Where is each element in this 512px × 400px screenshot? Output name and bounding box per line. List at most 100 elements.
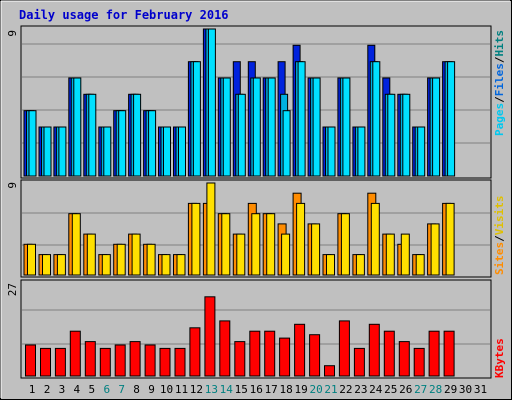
bar-sites-day-27	[415, 254, 425, 276]
bar-sites-day-3	[56, 254, 66, 276]
bar-pages-day-26	[402, 93, 411, 177]
bar-sites-day-9	[146, 243, 156, 276]
bar-pages-day-5	[88, 93, 97, 177]
bar-sites-day-18	[281, 233, 291, 276]
bar-pages-day-4	[73, 77, 82, 177]
bar-pages-day-14	[222, 77, 231, 177]
x-tick-label-19: 19	[294, 383, 307, 396]
legend-bottom: KBytes	[493, 338, 506, 378]
bar-kbytes-day-10	[159, 347, 171, 377]
bar-pages-day-19	[297, 61, 306, 177]
bars-pages-files-hits	[23, 28, 456, 177]
x-tick-label-6: 6	[103, 383, 110, 396]
legend-files: Files	[493, 63, 506, 96]
x-tick-label-2: 2	[44, 383, 51, 396]
bar-pages-day-18	[282, 110, 291, 177]
x-tick-label-30: 30	[459, 383, 472, 396]
bar-pages-day-7	[118, 110, 127, 177]
bar-kbytes-day-9	[144, 344, 156, 377]
x-tick-label-18: 18	[279, 383, 292, 396]
bar-kbytes-day-23	[353, 347, 365, 377]
bar-sites-day-25	[385, 233, 395, 276]
bar-pages-day-23	[357, 126, 366, 177]
bar-sites-day-10	[161, 254, 171, 276]
x-tick-label-10: 10	[160, 383, 173, 396]
bar-sites-day-28	[430, 223, 440, 276]
bar-kbytes-day-7	[114, 344, 126, 377]
bar-pages-day-9	[148, 110, 157, 177]
bar-sites-day-4	[71, 213, 81, 276]
bar-pages-day-28	[432, 77, 441, 177]
bar-sites-day-12	[191, 202, 201, 276]
legend-mid: Sites/Visits	[493, 196, 506, 276]
bar-kbytes-day-21	[324, 365, 335, 377]
bar-kbytes-day-2	[40, 347, 51, 377]
legend-sep-1: /	[493, 96, 506, 103]
bar-pages-day-21	[327, 126, 336, 177]
bar-pages-day-8	[133, 93, 142, 177]
bar-kbytes-day-27	[413, 347, 425, 377]
bar-pages-day-10	[163, 126, 171, 177]
x-tick-label-23: 23	[354, 383, 367, 396]
bar-sites-day-24	[370, 202, 380, 276]
bars-sites-visits	[23, 182, 455, 276]
bar-pages-day-1	[28, 110, 37, 177]
x-tick-label-25: 25	[384, 383, 397, 396]
ymax-label-bottom: 27	[6, 283, 19, 296]
x-tick-label-14: 14	[220, 383, 234, 396]
x-tick-label-20: 20	[309, 383, 322, 396]
x-tick-label-21: 21	[324, 383, 337, 396]
bar-sites-day-21	[326, 254, 335, 276]
bar-pages-day-3	[58, 126, 67, 177]
legend-sep-3: /	[493, 235, 506, 242]
bar-sites-day-15	[236, 233, 246, 276]
x-tick-label-9: 9	[148, 383, 155, 396]
bar-kbytes-day-3	[54, 347, 66, 377]
x-tick-label-15: 15	[235, 383, 248, 396]
bar-kbytes-day-13	[204, 296, 216, 377]
x-tick-labels: 1 2 3 4 5 6 7 8 9 10 11 12 13 14 15 16 17 18 19 20 21 22 23 24 2…	[29, 383, 487, 396]
legend-sites: Sites	[493, 242, 506, 275]
bar-kbytes-day-11	[174, 347, 186, 377]
bar-sites-day-1	[27, 243, 36, 276]
bar-sites-day-17	[266, 213, 276, 276]
ymax-label-mid: 9	[6, 182, 19, 189]
bar-sites-day-22	[340, 213, 350, 276]
bar-pages-day-15	[237, 93, 246, 177]
bar-pages-day-12	[192, 61, 201, 177]
bar-pages-day-27	[417, 126, 426, 177]
bar-pages-day-24	[372, 61, 381, 177]
bar-pages-day-29	[447, 61, 456, 177]
bar-kbytes-day-20	[309, 334, 321, 377]
bar-kbytes-day-1	[25, 344, 36, 377]
x-tick-label-8: 8	[133, 383, 140, 396]
bar-pages-day-17	[267, 77, 276, 177]
legend-sep-2: /	[493, 56, 506, 63]
x-tick-label-29: 29	[444, 383, 457, 396]
chart-title: Daily usage for February 2016	[19, 8, 229, 22]
x-tick-label-31: 31	[474, 383, 487, 396]
bar-sites-day-7	[116, 243, 126, 276]
bar-sites-day-16	[251, 213, 261, 276]
x-tick-label-27: 27	[414, 383, 427, 396]
bar-kbytes-day-17	[264, 330, 276, 377]
bar-sites-day-2	[42, 254, 51, 276]
legend-hits: Hits	[493, 30, 506, 57]
bar-kbytes-day-26	[398, 341, 410, 377]
bar-kbytes-day-12	[189, 327, 201, 377]
x-tick-label-16: 16	[250, 383, 263, 396]
bar-kbytes-day-19	[294, 323, 306, 377]
bar-kbytes-day-15	[234, 341, 246, 377]
bar-kbytes-day-24	[368, 323, 380, 377]
bar-sites-day-11	[176, 254, 186, 276]
bar-kbytes-day-14	[219, 320, 231, 377]
bar-pages-day-22	[342, 77, 351, 177]
x-tick-label-17: 17	[265, 383, 278, 396]
bars-kbytes	[25, 296, 455, 377]
x-tick-label-24: 24	[369, 383, 383, 396]
bar-sites-day-26	[400, 233, 410, 276]
bar-sites-day-29	[445, 202, 455, 276]
bar-pages-day-16	[252, 77, 261, 177]
bar-kbytes-day-6	[99, 347, 111, 377]
bar-sites-day-20	[311, 223, 321, 276]
